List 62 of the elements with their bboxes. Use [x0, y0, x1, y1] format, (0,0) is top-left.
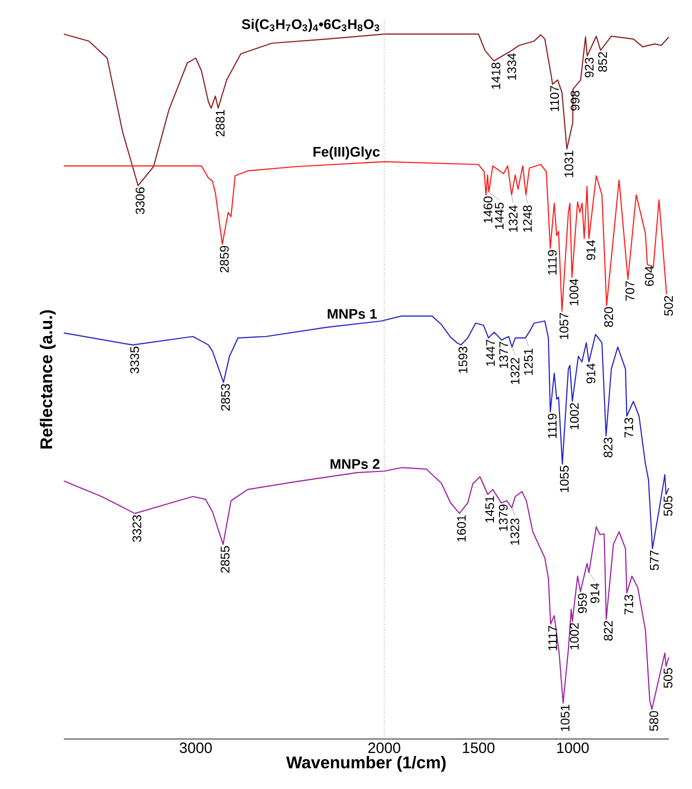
x-tick-label: 1000	[557, 742, 589, 754]
x-tick-label: 1500	[463, 742, 495, 754]
annotation: 1119	[548, 250, 557, 274]
annotation: 914	[586, 363, 596, 384]
annotation: 3306	[136, 187, 145, 214]
annotation: 923	[584, 58, 594, 78]
annotation: 1248	[523, 206, 532, 232]
annotation: 502	[664, 296, 674, 316]
annotation: 1418	[492, 62, 500, 89]
annotation: 505	[664, 668, 672, 688]
text: Si(C$_{3}$H$_{7}$O$_{3}$)$_{4}$•6C$_{3}$H$_{8}$O$_{3}$	[242, 18, 380, 32]
x-tick-label: 2000	[368, 742, 400, 754]
annotation: 822	[604, 620, 613, 641]
annotation: 1447	[486, 340, 495, 366]
annotation: 3323	[132, 515, 142, 542]
annotation: 959	[578, 593, 587, 614]
annotation: 580	[650, 711, 658, 731]
annotation: 1002	[570, 623, 579, 650]
annotation: 713	[624, 594, 634, 614]
annotation: 1379	[498, 504, 508, 531]
annotation: 1051	[560, 704, 570, 731]
y-axis-title: Reflectance (a.u.)	[40, 310, 56, 448]
annotation: 852	[598, 52, 608, 72]
annotation: 1601	[457, 515, 466, 542]
annotation: 1460	[484, 196, 492, 223]
annotation: 713	[624, 418, 634, 438]
annotation: 1593	[458, 346, 468, 373]
annotation: 2881	[216, 110, 225, 136]
annotation: 820	[604, 307, 614, 327]
annotation: 1445	[495, 202, 504, 229]
annotation: 1451	[485, 496, 494, 522]
annotation: 1322	[510, 358, 520, 384]
series-label: MNPs 1	[328, 309, 377, 319]
annotation: 707	[626, 281, 634, 301]
x-axis-title: Wavenumber (1/cm)	[286, 756, 446, 772]
annotation: 1117	[548, 626, 558, 650]
annotation: 1323	[510, 518, 520, 545]
annotation: 1004	[570, 278, 578, 306]
annotation: 1251	[524, 348, 533, 375]
annotation: 1055	[560, 466, 569, 492]
annotation: 1377	[499, 342, 508, 368]
annotation: 1002	[570, 403, 579, 430]
annotation: 914	[586, 240, 596, 260]
annotation: 3335	[130, 346, 140, 374]
annotation: 2853	[221, 384, 230, 411]
annotation: 914	[590, 583, 600, 604]
annotation: 1107	[550, 86, 560, 112]
annotation: 1031	[564, 150, 574, 177]
annotation: 577	[650, 550, 659, 570]
x-tick-label: 3000	[180, 742, 212, 754]
annotation: 998	[570, 90, 580, 110]
annotation: 1119	[548, 414, 557, 438]
annotation: 2855	[220, 546, 230, 573]
series-label: Fe(III)Glyc	[314, 146, 380, 160]
annotation: 1324	[508, 205, 518, 232]
annotation: 2859	[220, 246, 229, 272]
annotation: 823	[604, 438, 613, 458]
annotation: 505	[664, 496, 672, 516]
annotation: 1334	[507, 53, 516, 80]
annotation: 604	[645, 266, 654, 286]
series-label: MNPs 2	[330, 459, 380, 469]
annotation: 1057	[560, 312, 568, 340]
